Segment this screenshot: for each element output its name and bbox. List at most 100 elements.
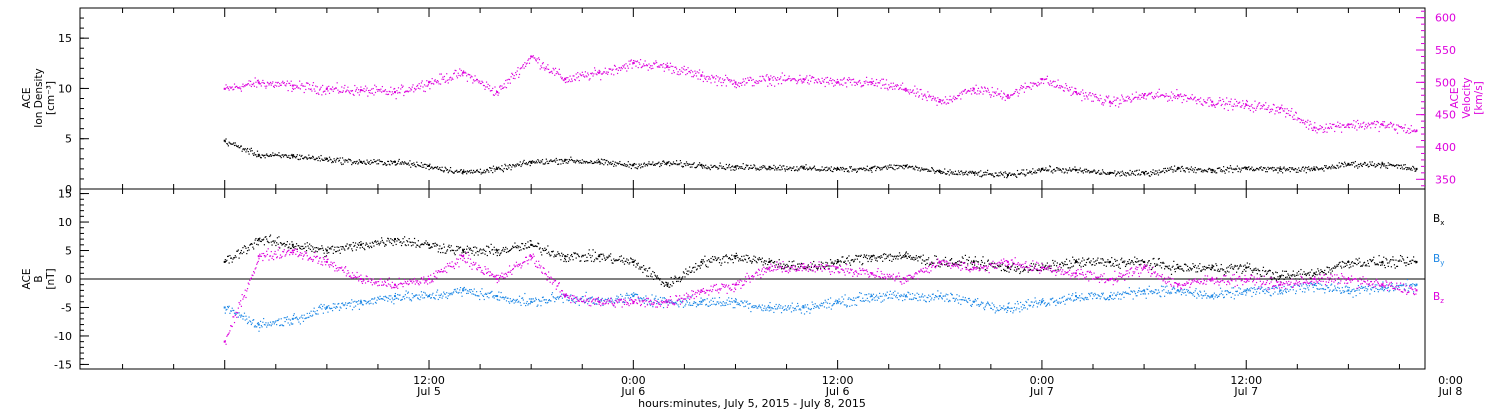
density-sample <box>364 163 367 165</box>
density-sample <box>1271 168 1273 170</box>
velocity-sample <box>896 84 898 86</box>
velocity-sample <box>714 81 716 83</box>
bx-sample <box>911 257 913 259</box>
velocity-sample <box>621 68 623 70</box>
velocity-sample <box>659 66 661 68</box>
density-sample <box>753 164 755 166</box>
velocity-sample <box>1373 123 1375 125</box>
by-sample <box>286 316 288 318</box>
density-sample <box>349 158 351 161</box>
velocity-sample <box>803 79 806 81</box>
bx-sample <box>325 248 327 250</box>
velocity-sample <box>1203 101 1206 103</box>
bx-sample <box>810 269 812 271</box>
bx-sample <box>854 258 856 260</box>
velocity-sample <box>471 76 473 78</box>
velocity-sample <box>1235 105 1237 107</box>
density-sample <box>1131 172 1133 174</box>
density-sample <box>721 167 723 169</box>
bx-sample <box>1130 261 1132 263</box>
bx-sample <box>286 244 288 246</box>
bx-sample <box>1369 258 1371 261</box>
bx-sample <box>302 245 304 248</box>
density-sample <box>660 164 662 167</box>
velocity-sample <box>1181 101 1183 104</box>
density-sample <box>1020 172 1022 174</box>
velocity-sample <box>1199 101 1201 103</box>
velocity-sample <box>1288 114 1291 116</box>
bx-sample <box>892 258 894 260</box>
density-sample <box>422 164 424 166</box>
bx-sample <box>719 259 721 261</box>
velocity-point <box>393 91 396 94</box>
bx-sample <box>293 246 295 248</box>
bx-sample <box>1328 267 1330 269</box>
bx-sample <box>674 275 676 277</box>
bx-sample <box>1397 260 1399 262</box>
density-sample <box>715 166 718 168</box>
bx-sample <box>487 245 489 248</box>
bx-sample <box>304 243 306 245</box>
velocity-sample <box>878 82 880 84</box>
velocity-sample <box>1149 93 1151 95</box>
velocity-sample <box>570 80 572 83</box>
density-sample <box>276 154 279 156</box>
bx-sample <box>394 238 396 240</box>
bx-sample <box>1150 268 1153 271</box>
velocity-sample <box>519 68 521 70</box>
bx-sample <box>716 259 718 261</box>
velocity-sample <box>803 81 805 83</box>
velocity-sample <box>882 84 884 86</box>
velocity-sample <box>960 91 963 93</box>
velocity-sample <box>1205 102 1207 104</box>
density-sample <box>827 168 829 170</box>
bx-sample <box>875 259 877 261</box>
bx-sample <box>594 251 596 253</box>
velocity-sample <box>1304 123 1306 125</box>
velocity-sample <box>394 92 396 94</box>
density-sample <box>698 164 700 166</box>
velocity-sample <box>549 71 551 73</box>
velocity-sample <box>554 74 556 76</box>
density-sample <box>881 169 883 171</box>
density-sample <box>383 163 385 165</box>
density-sample <box>788 168 790 170</box>
by-point <box>700 300 703 303</box>
bx-sample <box>433 243 435 245</box>
bx-sample <box>712 258 714 261</box>
velocity-sample <box>1351 126 1353 128</box>
density-sample <box>1100 172 1102 174</box>
velocity-sample <box>367 89 370 92</box>
density-sample <box>659 163 662 165</box>
by-point <box>768 306 771 309</box>
bx-sample <box>1235 265 1237 267</box>
bx-sample <box>1185 264 1187 266</box>
velocity-sample <box>903 88 905 90</box>
bx-sample <box>630 257 632 259</box>
velocity-sample <box>1380 123 1383 125</box>
velocity-sample <box>823 78 826 81</box>
velocity-sample <box>1295 112 1297 114</box>
bx-sample <box>479 248 482 250</box>
velocity-sample <box>1399 126 1401 128</box>
density-sample <box>520 165 522 168</box>
density-sample <box>1401 166 1403 168</box>
bx-sample <box>440 248 442 250</box>
velocity-sample <box>1175 95 1177 98</box>
density-sample <box>1062 168 1064 170</box>
velocity-sample <box>1216 103 1219 105</box>
bx-sample <box>734 257 736 259</box>
velocity-sample <box>953 95 955 97</box>
velocity-sample <box>320 86 322 88</box>
bx-sample <box>1261 275 1263 277</box>
by-sample <box>339 306 341 308</box>
density-sample <box>1229 165 1232 167</box>
velocity-sample <box>1154 96 1157 99</box>
density-sample <box>986 171 988 174</box>
density-sample <box>435 166 437 169</box>
bx-sample <box>825 261 827 264</box>
velocity-sample <box>495 90 498 92</box>
bx-sample <box>514 242 516 244</box>
bx-sample <box>272 240 275 242</box>
velocity-sample <box>477 80 479 82</box>
